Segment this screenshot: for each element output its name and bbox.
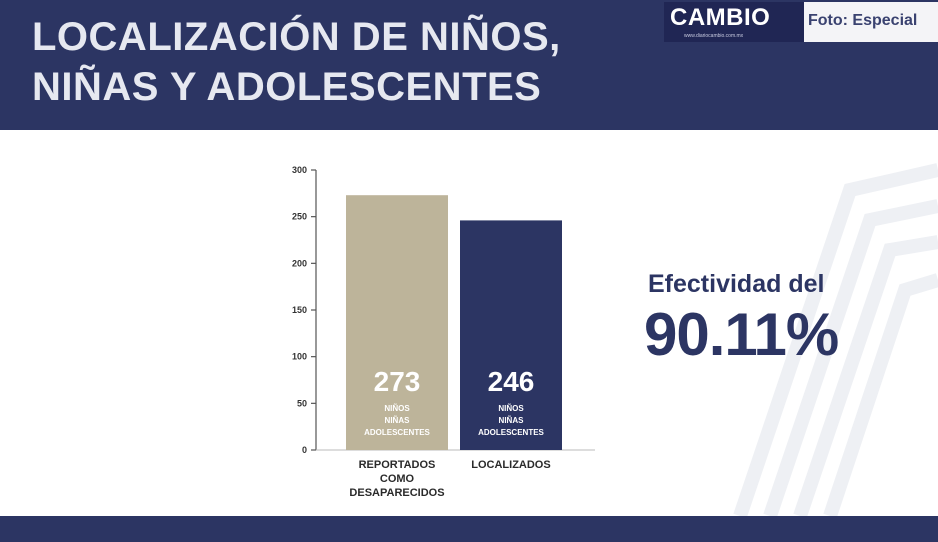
- photo-credit: Foto: Especial: [808, 12, 918, 29]
- y-tick-label: 200: [292, 258, 307, 268]
- bar-inner-label: ADOLESCENTES: [478, 428, 544, 437]
- brand-watermark: CAMBIO www.diariocambio.com.mx Foto: Esp…: [664, 2, 938, 42]
- effectiveness-value: 90.11%: [644, 301, 839, 368]
- x-category-label: LOCALIZADOS: [471, 459, 550, 471]
- bar-inner-label: NIÑOS: [498, 404, 524, 413]
- bar-inner-label: NIÑAS: [385, 416, 411, 425]
- cambio-logo: CAMBIO www.diariocambio.com.mx: [664, 2, 804, 42]
- bar: [346, 195, 448, 450]
- y-tick-label: 0: [302, 445, 307, 455]
- x-category-label: REPORTADOS: [359, 459, 436, 471]
- bar-value-label: 246: [488, 366, 535, 397]
- title-line-2: NIÑAS Y ADOLESCENTES: [32, 65, 542, 109]
- bar-inner-label: NIÑAS: [499, 416, 525, 425]
- y-tick-label: 250: [292, 212, 307, 222]
- x-category-label: DESAPARECIDOS: [349, 487, 444, 499]
- bar-value-label: 273: [374, 366, 421, 397]
- y-tick-label: 100: [292, 352, 307, 362]
- bar: [460, 220, 562, 450]
- page-title: LOCALIZACIÓN DE NIÑOS, NIÑAS Y ADOLESCEN…: [32, 12, 652, 112]
- effectiveness-label: Efectividad del: [648, 270, 825, 298]
- footer-bar: [0, 516, 938, 542]
- x-category-label: COMO: [380, 473, 415, 485]
- y-tick-label: 150: [292, 305, 307, 315]
- y-tick-label: 50: [297, 398, 307, 408]
- title-line-1: LOCALIZACIÓN DE NIÑOS,: [32, 15, 561, 59]
- bar-inner-label: ADOLESCENTES: [364, 428, 430, 437]
- bar-chart: 0 50 100 150 200 250 300 273 NIÑOS NIÑAS ADOLESCEN…: [292, 165, 595, 499]
- bar-inner-label: NIÑOS: [384, 404, 410, 413]
- y-tick-label: 300: [292, 165, 307, 175]
- logo-text: CAMBIO: [670, 4, 771, 31]
- logo-url: www.diariocambio.com.mx: [684, 33, 744, 39]
- decorative-stripes: [733, 163, 938, 516]
